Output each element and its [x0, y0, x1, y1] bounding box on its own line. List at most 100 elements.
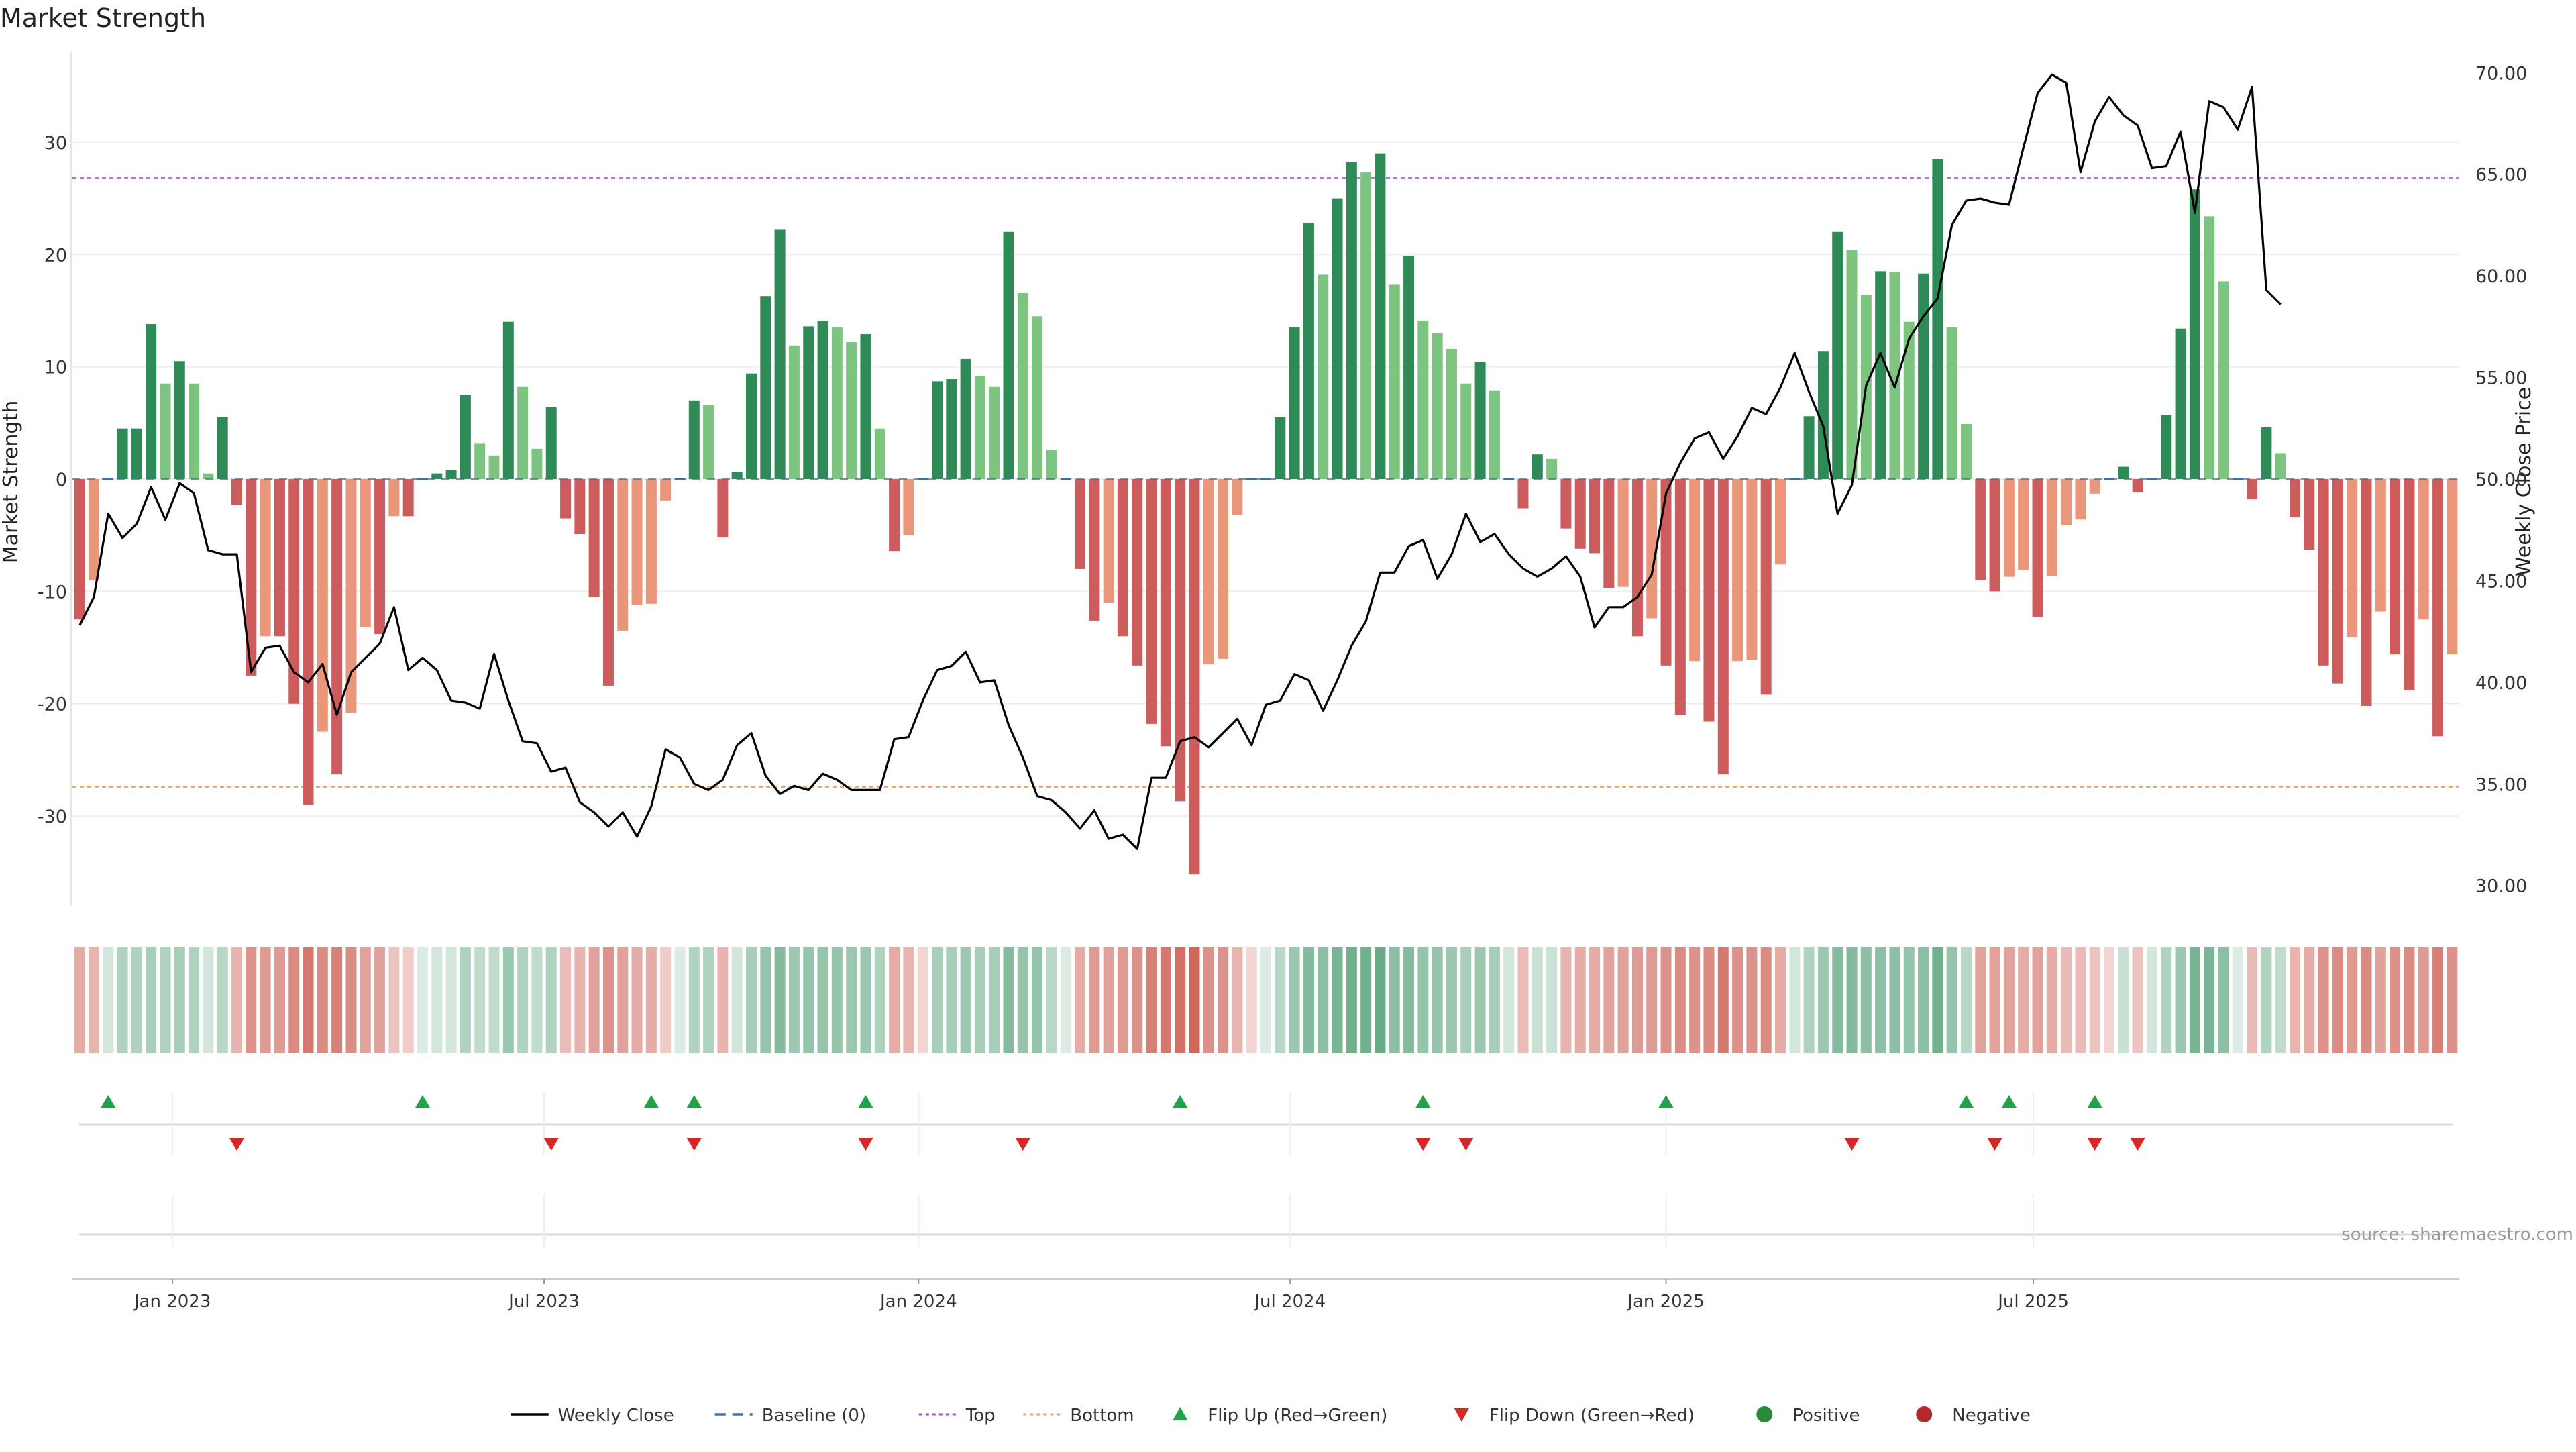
strip-cell: [445, 947, 457, 1053]
strength-bar: [1089, 479, 1100, 621]
strength-bar: [1446, 348, 1457, 479]
y2-tick-label: 65.00: [2475, 165, 2527, 186]
strength-bar: [531, 448, 543, 479]
strip-cell: [1789, 947, 1801, 1053]
strip-cell: [2189, 947, 2200, 1053]
strip-cell: [746, 947, 757, 1053]
legend-label: Flip Up (Red→Green): [1208, 1406, 1387, 1426]
strip-cell: [2404, 947, 2415, 1053]
strength-bar: [1303, 223, 1314, 479]
strength-bar: [1003, 231, 1014, 479]
legend-item: Negative: [1916, 1406, 2031, 1426]
strip-cell: [1674, 947, 1686, 1053]
strength-bar: [946, 379, 957, 479]
strength-bar: [974, 376, 985, 479]
strength-bar: [2275, 453, 2286, 479]
strip-cell: [1189, 947, 1200, 1053]
strip-cell: [1417, 947, 1429, 1053]
legend-swatch-tri-up: [1173, 1407, 1188, 1420]
strength-bar: [660, 479, 672, 501]
legend-label: Positive: [1792, 1406, 1860, 1426]
y2-tick-label: 45.00: [2475, 571, 2527, 592]
strength-bar: [1932, 159, 1943, 479]
strip-cell: [2104, 947, 2115, 1053]
strength-bar: [74, 479, 85, 620]
strength-bar: [1117, 479, 1128, 637]
strip-cell: [2075, 947, 2086, 1053]
strip-cell: [2018, 947, 2029, 1053]
strength-bar: [345, 479, 357, 713]
strip-cell: [1232, 947, 1243, 1053]
legend-item: Flip Up (Red→Green): [1173, 1406, 1387, 1426]
strip-cell: [1075, 947, 1086, 1053]
strip-cell: [660, 947, 672, 1053]
flip-up-marker: [1958, 1095, 1974, 1108]
strip-cell: [1275, 947, 1286, 1053]
strip-cell: [1746, 947, 1758, 1053]
strip-cell: [1103, 947, 1114, 1053]
strip-cell: [817, 947, 828, 1053]
strength-bar: [274, 479, 285, 637]
strength-bar: [1175, 479, 1186, 802]
strip-cell: [545, 947, 557, 1053]
strength-bar: [317, 479, 328, 732]
strip-cell: [1346, 947, 1357, 1053]
strip-cell: [1617, 947, 1629, 1053]
strip-cell: [1946, 947, 1957, 1053]
strip-cell: [502, 947, 514, 1053]
strength-bar: [2404, 479, 2415, 690]
legend-item: Positive: [1756, 1406, 1860, 1426]
strip-cell: [574, 947, 586, 1053]
strip-cell: [1218, 947, 1229, 1053]
strip-cell: [360, 947, 371, 1053]
strip-cell: [231, 947, 243, 1053]
strip-cell: [374, 947, 386, 1053]
strip-cell: [260, 947, 271, 1053]
strip-cell: [1032, 947, 1043, 1053]
strength-bar: [717, 479, 729, 538]
strip-cell: [1375, 947, 1386, 1053]
strip-cell: [1689, 947, 1701, 1053]
strip-cell: [1832, 947, 1843, 1053]
strip-cell: [974, 947, 985, 1053]
strength-bar: [1574, 479, 1586, 549]
strip-cell: [1432, 947, 1443, 1053]
strip-cell: [174, 947, 185, 1053]
strip-cell: [1889, 947, 1900, 1053]
strength-bar: [517, 386, 529, 479]
flip-down-marker: [1415, 1138, 1431, 1151]
flip-down-marker: [2087, 1138, 2102, 1151]
strip-cell: [688, 947, 700, 1053]
strip-cell: [889, 947, 900, 1053]
strip-cell: [1560, 947, 1572, 1053]
strength-bar: [1903, 321, 1915, 479]
strip-cell: [760, 947, 771, 1053]
strip-cell: [1803, 947, 1815, 1053]
strength-bar: [2375, 479, 2386, 612]
strength-bar: [2247, 479, 2258, 500]
strip-cell: [1175, 947, 1186, 1053]
y-tick-label: -20: [38, 694, 67, 715]
strength-bar: [831, 327, 843, 479]
strip-cell: [1631, 947, 1643, 1053]
strip-cell: [103, 947, 114, 1053]
strip-cell: [2218, 947, 2229, 1053]
strength-bar: [460, 395, 471, 479]
strip-cell: [2089, 947, 2100, 1053]
strength-bar: [1517, 479, 1529, 509]
flip-up-marker: [1415, 1095, 1431, 1108]
strip-cell: [1003, 947, 1014, 1053]
strip-cell: [1546, 947, 1558, 1053]
reference-lines: [72, 177, 2459, 788]
strip-cell: [1117, 947, 1128, 1053]
strip-cell: [1089, 947, 1100, 1053]
strength-bar: [1589, 479, 1601, 554]
strength-bar: [2189, 189, 2200, 479]
flip-up-marker: [1658, 1095, 1674, 1108]
y2-tick-label: 60.00: [2475, 266, 2527, 287]
strip-cell: [1817, 947, 1829, 1053]
strength-bar: [1432, 333, 1443, 479]
strength-bar: [860, 334, 871, 479]
legend-label: Flip Down (Green→Red): [1489, 1406, 1695, 1426]
